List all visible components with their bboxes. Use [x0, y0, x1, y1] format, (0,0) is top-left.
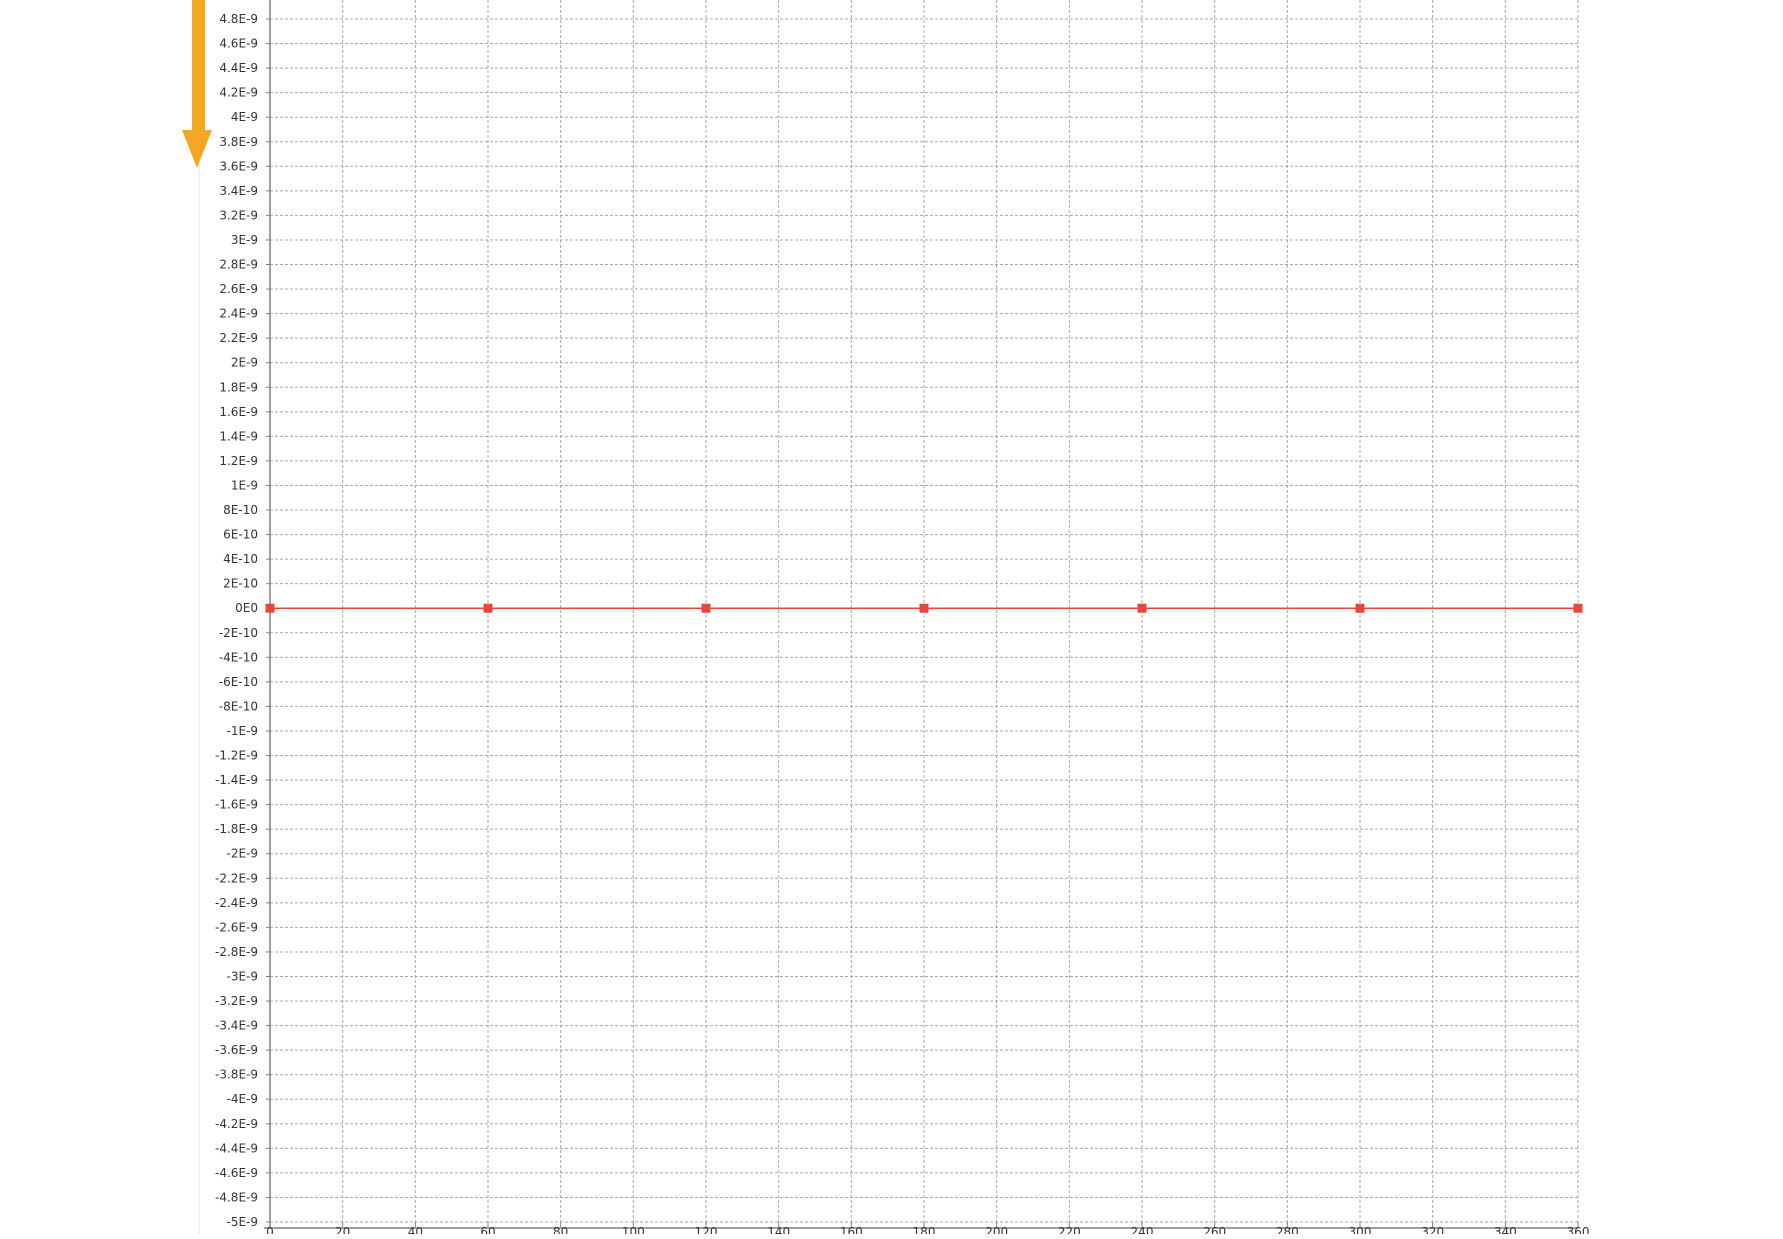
y-tick-label: -3E-9: [226, 969, 258, 983]
x-tick-label: 340: [1494, 1225, 1517, 1234]
y-tick-label: 2E-10: [223, 577, 258, 591]
y-tick-label: -1.2E-9: [215, 749, 258, 763]
y-tick-label: 2.2E-9: [219, 331, 258, 345]
grid: [269, 0, 1579, 1223]
y-tick-label: -4.2E-9: [215, 1117, 258, 1131]
data-point: [265, 603, 275, 613]
y-tick-label: -3.8E-9: [215, 1068, 258, 1082]
x-tick-label: 320: [1421, 1225, 1444, 1234]
y-tick-label: 4.6E-9: [219, 37, 258, 51]
data-point: [1355, 603, 1365, 613]
y-tick-label: 4.8E-9: [219, 12, 258, 26]
y-tick-label: 4E-9: [231, 110, 258, 124]
y-tick-label: -8E-10: [219, 699, 258, 713]
x-tick-label: 100: [622, 1225, 645, 1234]
y-tick-label: 1.8E-9: [219, 380, 258, 394]
y-tick-label: 1.2E-9: [219, 454, 258, 468]
arrow-down-icon: [182, 0, 212, 168]
x-tick-label: 200: [985, 1225, 1008, 1234]
y-tick-label: 4.2E-9: [219, 86, 258, 100]
y-tick-label: 0E0: [235, 601, 258, 615]
y-tick-label: 2.6E-9: [219, 282, 258, 296]
y-tick-label: -4.6E-9: [215, 1166, 258, 1180]
y-tick-label: -1E-9: [226, 724, 258, 738]
x-tick-label: 160: [840, 1225, 863, 1234]
y-tick-labels: 4.8E-9 4.6E-9 4.4E-9 4.2E-9 4E-9 3.8E-9 3.6E-9…: [215, 12, 258, 1229]
y-tick-label: 2E-9: [231, 356, 258, 370]
y-tick-label: 4E-10: [223, 552, 258, 566]
y-tick-label: -5E-9: [226, 1215, 258, 1229]
y-tick-label: 3.6E-9: [219, 159, 258, 173]
y-tick-label: -4E-9: [226, 1092, 258, 1106]
y-tick-label: -3.4E-9: [215, 1019, 258, 1033]
x-tick-labels: 0 20 40 60 80 100 120 140 160 180 200 220 240 260 280 3…: [266, 1225, 1590, 1239]
x-tick-label: 300: [1349, 1225, 1372, 1234]
series: [265, 603, 1583, 613]
x-tick-label: 40: [408, 1225, 423, 1234]
y-tick-label: -1.6E-9: [215, 798, 258, 812]
y-tick-label: 3.2E-9: [219, 208, 258, 222]
x-tick-label: 280: [1276, 1225, 1299, 1234]
y-tick-label: 3.4E-9: [219, 184, 258, 198]
x-tick-label: 240: [1131, 1225, 1154, 1234]
y-tick-label: 1.6E-9: [219, 405, 258, 419]
x-tick-label: 360: [1567, 1225, 1590, 1234]
y-tick-label: -2E-10: [219, 626, 258, 640]
y-tick-label: 2.8E-9: [219, 258, 258, 272]
x-tick-label: 0: [266, 1225, 274, 1234]
y-tick-label: -2.6E-9: [215, 920, 258, 934]
y-tick-label: -2.8E-9: [215, 945, 258, 959]
x-tick-label: 60: [480, 1225, 495, 1234]
x-tick-label: 220: [1058, 1225, 1081, 1234]
y-tick-label: -6E-10: [219, 675, 258, 689]
y-tick-label: 6E-10: [223, 528, 258, 542]
y-tick-label: -4.4E-9: [215, 1141, 258, 1155]
y-tick-label: 8E-10: [223, 503, 258, 517]
y-tick-label: 1.4E-9: [219, 429, 258, 443]
axes: [198, 0, 1579, 1234]
y-tick-label: 3E-9: [231, 233, 258, 247]
y-tick-label: 2.4E-9: [219, 307, 258, 321]
y-tick-label: -4E-10: [219, 650, 258, 664]
y-tick-label: 1E-9: [231, 478, 258, 492]
x-tick-label: 180: [913, 1225, 936, 1234]
y-tick-label: -3.2E-9: [215, 994, 258, 1008]
y-tick-label: -2.4E-9: [215, 896, 258, 910]
y-tick-label: -3.6E-9: [215, 1043, 258, 1057]
data-point: [483, 603, 493, 613]
y-tick-label: 4.4E-9: [219, 61, 258, 75]
y-tick-label: -1.8E-9: [215, 822, 258, 836]
y-tick-label: -1.4E-9: [215, 773, 258, 787]
x-tick-label: 120: [695, 1225, 718, 1234]
data-point: [1573, 603, 1583, 613]
y-tick-label: -2E-9: [226, 847, 258, 861]
data-point: [701, 603, 711, 613]
data-point: [919, 603, 929, 613]
x-tick-label: 260: [1203, 1225, 1226, 1234]
y-tick-label: -2.2E-9: [215, 871, 258, 885]
y-tick-label: 3.8E-9: [219, 135, 258, 149]
arrow-shaft: [192, 0, 205, 133]
y-tick-label: -4.8E-9: [215, 1190, 258, 1204]
arrow-head: [182, 130, 212, 168]
x-tick-label: 80: [553, 1225, 568, 1234]
x-tick-label: 140: [767, 1225, 790, 1234]
data-point: [1137, 603, 1147, 613]
x-tick-label: 20: [335, 1225, 350, 1234]
